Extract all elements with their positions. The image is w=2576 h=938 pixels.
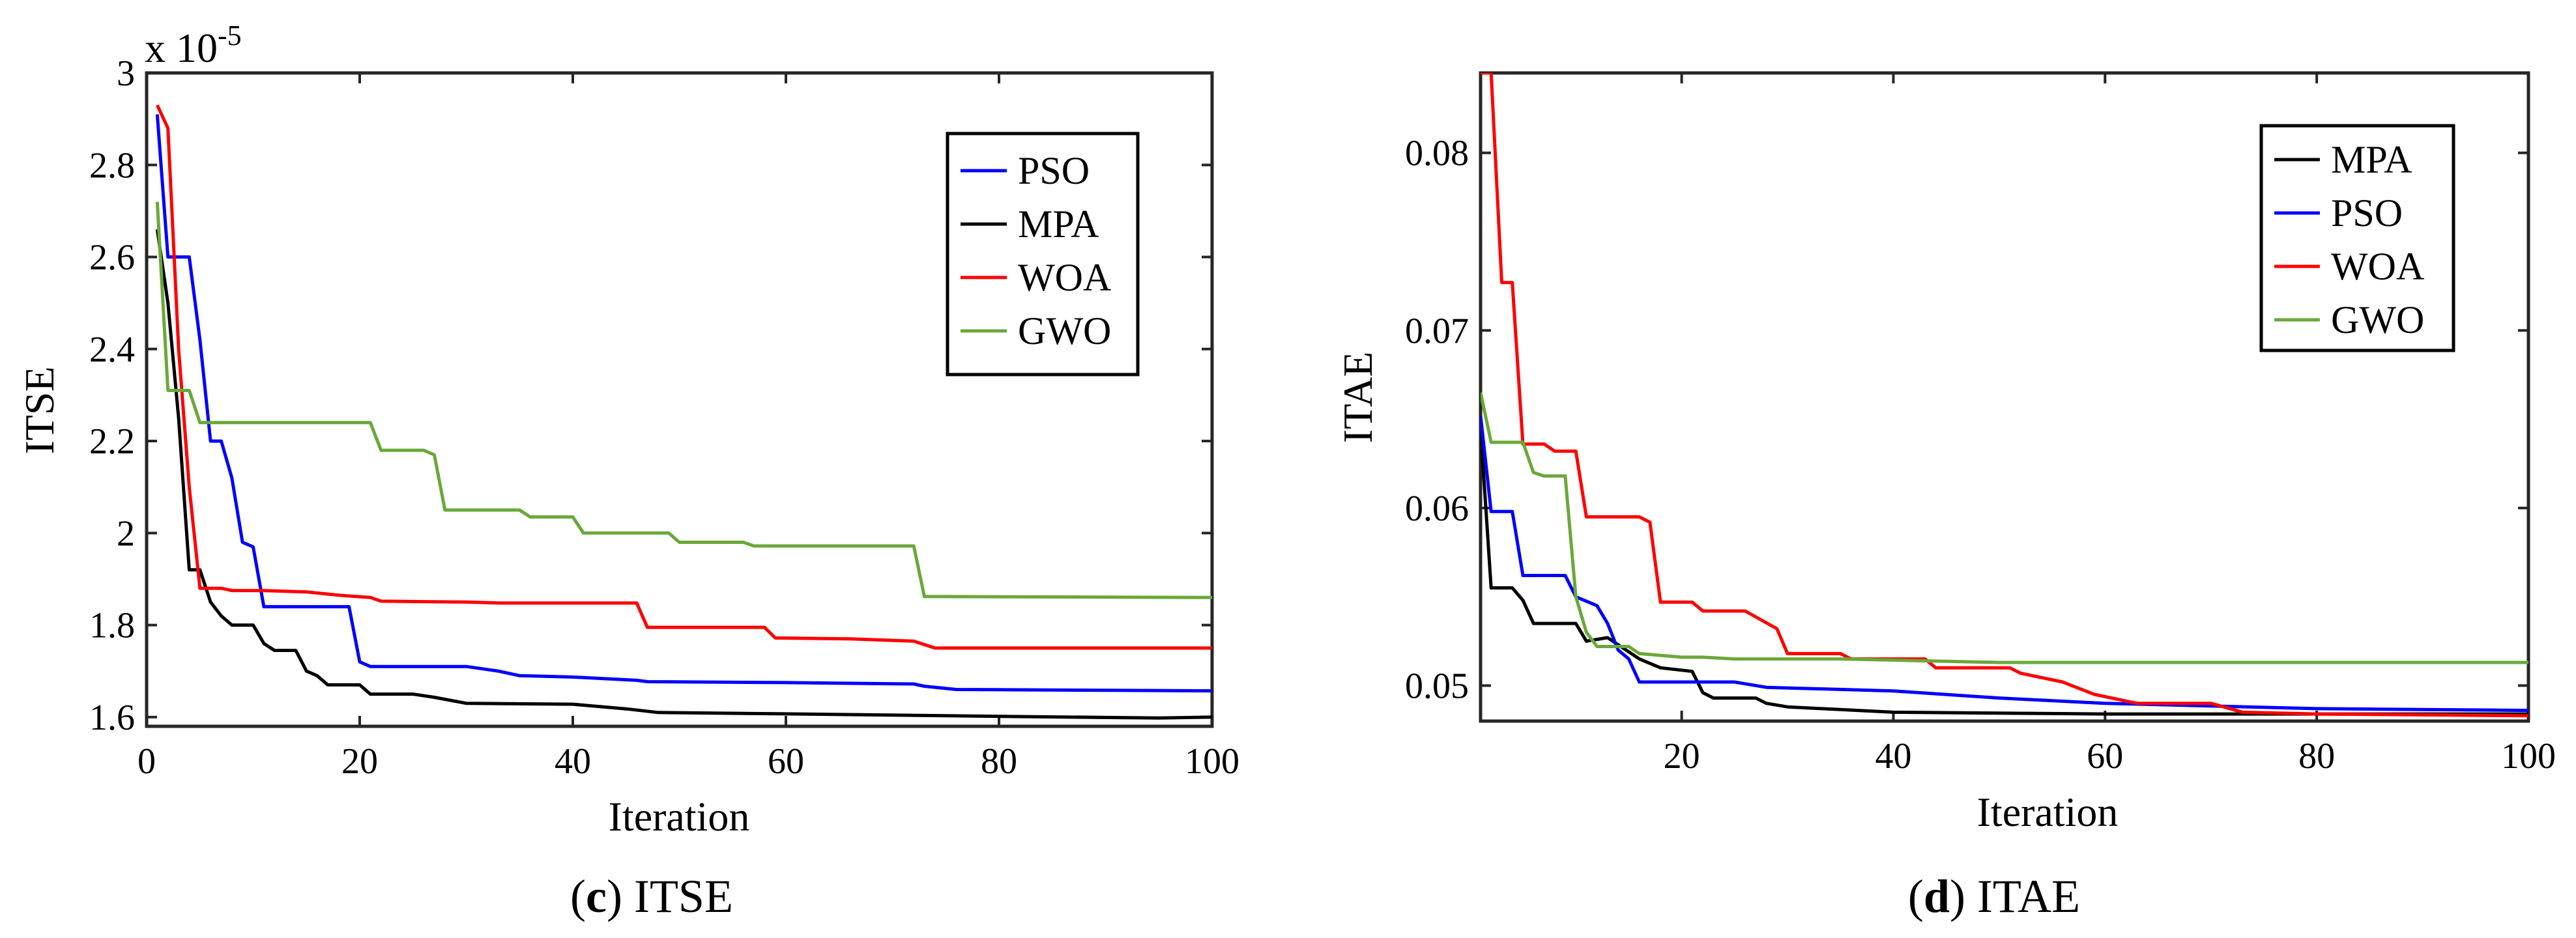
exponent-base-c: x 10 [145, 25, 218, 71]
x-tick-label: 0 [137, 741, 156, 782]
legend-label-pso: PSO [2331, 192, 2403, 234]
y-tick-label: 1.8 [89, 606, 135, 646]
legend-c: PSO MPA WOA GWO [946, 132, 1140, 377]
legend-label-mpa: MPA [1018, 203, 1099, 246]
legend-label-gwo: GWO [2331, 298, 2424, 341]
y-tick-label: 0.05 [1405, 666, 1469, 706]
caption-paren-open-c: ( [570, 870, 586, 922]
legend-label-woa: WOA [2331, 245, 2424, 288]
y-tick-label: 2.6 [89, 238, 135, 278]
legend-box-c [946, 132, 1140, 377]
y-tick-label: 2 [117, 513, 135, 554]
x-tick-labels-c: 0 20 40 60 80 100 [137, 741, 1239, 782]
panel-d-itae: 0.05 0.06 0.07 0.08 20 40 60 80 100 Iteration I… [1335, 71, 2556, 922]
x-tick-label: 80 [2298, 736, 2335, 776]
caption-paren-close-d: ) [1950, 870, 1965, 922]
x-axis-label-d: Iteration [1977, 789, 2119, 835]
x-tick-label: 20 [1664, 736, 1700, 776]
y-tick-label: 0.08 [1405, 134, 1469, 174]
caption-text-d: ITAE [1965, 870, 2080, 922]
y-axis-label-c: ITSE [16, 366, 63, 454]
exponent-power-c: -5 [218, 20, 242, 51]
caption-paren-open-d: ( [1908, 870, 1924, 922]
series-line-pso [1481, 415, 2528, 713]
x-tick-label: 100 [2501, 736, 2556, 776]
x-axis-label-c: Iteration [609, 793, 750, 840]
x-tick-label: 100 [1185, 741, 1239, 782]
series-line-gwo [155, 201, 1212, 599]
x-tick-label: 40 [555, 741, 591, 782]
y-tick-label: 0.06 [1405, 489, 1469, 529]
y-tick-labels-c: 1.6 1.8 2 2.2 2.4 2.6 2.8 3 [89, 53, 135, 738]
legend-entries-c: PSO MPA WOA GWO [961, 149, 1111, 352]
series-line-woa [156, 104, 1212, 650]
caption-c: (c) ITSE [570, 870, 733, 922]
y-tick-label: 1.6 [89, 698, 135, 738]
tick-marks-d [1481, 73, 2530, 721]
legend-entries-d: MPA PSO WOA GWO [2274, 138, 2424, 341]
y-tick-labels-d: 0.05 0.06 0.07 0.08 [1405, 134, 1469, 707]
caption-text-c: ITSE [622, 870, 733, 922]
legend-box-d [2259, 124, 2455, 352]
legend-label-mpa: MPA [2331, 138, 2412, 181]
x-tick-label: 60 [2087, 736, 2123, 776]
x-tick-label: 40 [1875, 736, 1911, 776]
series-line-mpa [1481, 428, 2528, 716]
y-tick-label: 0.07 [1405, 311, 1469, 351]
legend-label-gwo: GWO [1018, 309, 1111, 352]
y-tick-label: 2.8 [89, 145, 135, 186]
x-tick-label: 60 [768, 741, 804, 782]
legend-label-pso: PSO [1018, 149, 1090, 192]
caption-d: (d) ITAE [1908, 870, 2080, 922]
caption-letter-c: c [586, 870, 607, 922]
legend-label-woa: WOA [1018, 256, 1111, 299]
x-tick-labels-d: 20 40 60 80 100 [1664, 736, 2556, 776]
tick-marks-c [145, 72, 1213, 726]
y-tick-label: 3 [117, 53, 135, 94]
series-line-mpa [155, 229, 1212, 720]
panel-c-itse: 1.6 1.8 2 2.2 2.4 2.6 2.8 3 0 20 40 60 80 100 x 10-5… [16, 20, 1239, 922]
y-axis-label-d: ITAE [1335, 352, 1381, 444]
exponent-label-c: x 10-5 [145, 20, 242, 71]
y-tick-label: 2.4 [89, 330, 135, 370]
legend-d: MPA PSO WOA GWO [2259, 124, 2455, 352]
caption-paren-close-c: ) [607, 870, 622, 922]
series-line-woa [1481, 73, 2528, 718]
y-tick-label: 2.2 [89, 421, 135, 462]
series-group-d [1481, 73, 2528, 718]
series-group-c [155, 104, 1212, 720]
x-tick-label: 80 [981, 741, 1017, 782]
caption-letter-d: d [1924, 870, 1950, 922]
x-tick-label: 20 [341, 741, 378, 782]
series-line-gwo [1481, 392, 2528, 664]
